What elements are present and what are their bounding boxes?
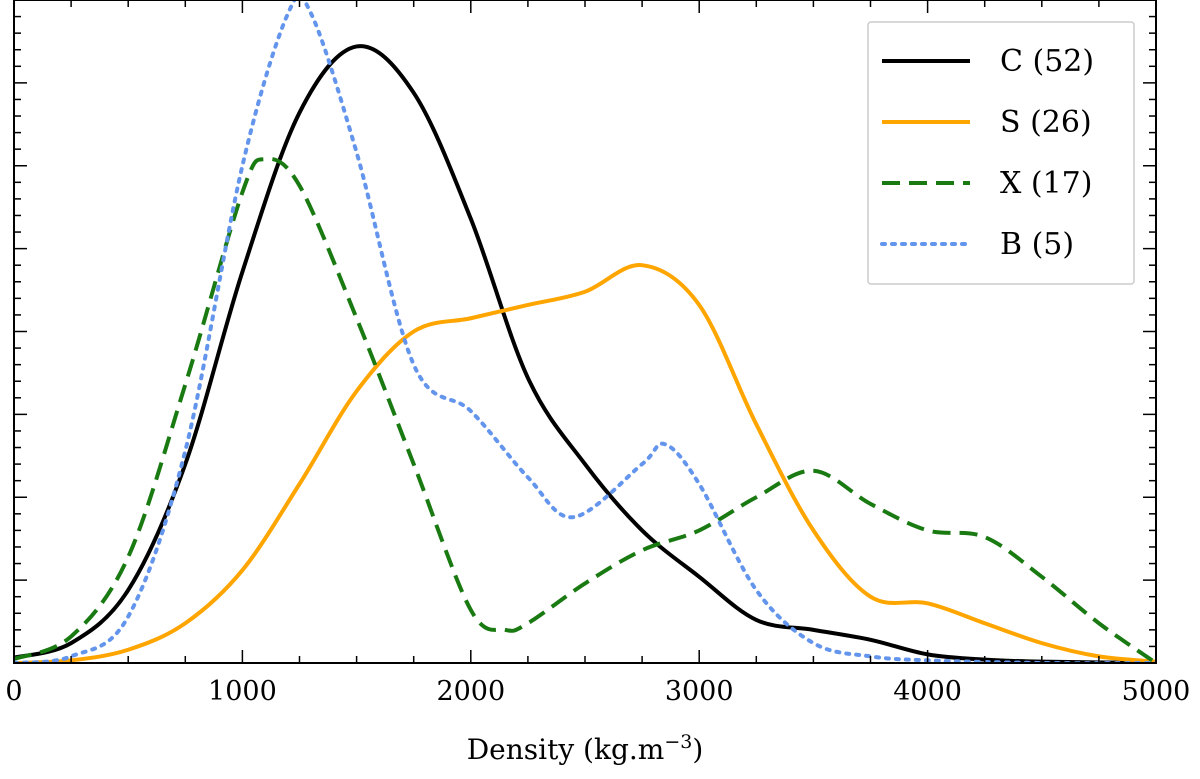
- series-line-x: [14, 156, 1156, 663]
- tick-labels-layer: 0 1000 2000 3000 4000 5000: [5, 676, 1190, 707]
- legend-label: X (17): [1000, 166, 1092, 201]
- legend-entries: C (52) S (26) X (17) B (5): [880, 44, 1094, 262]
- series-line-s: [14, 263, 1156, 663]
- series-layer: [14, 0, 1156, 663]
- series-line-b: [14, 0, 1156, 663]
- x-tick-label: 4000: [893, 676, 962, 707]
- legend-entry-c: C (52): [882, 44, 1094, 79]
- x-axis-label: Density (kg.m−3): [467, 731, 704, 766]
- legend-entry-s: S (26): [882, 105, 1092, 140]
- legend-box: [867, 21, 1135, 285]
- legend-label: B (5): [1000, 227, 1074, 262]
- x-tick-label: 3000: [665, 676, 734, 707]
- legend-label: C (52): [1000, 44, 1094, 79]
- ticks-layer: [13, 0, 1157, 664]
- series-line-c: [14, 44, 1156, 663]
- x-tick-label: 1000: [208, 676, 277, 707]
- x-tick-label: 2000: [436, 676, 505, 707]
- legend-entry-b: B (5): [880, 227, 1074, 262]
- legend-entry-x: X (17): [882, 166, 1092, 201]
- x-tick-label: 0: [5, 676, 22, 707]
- x-tick-label: 5000: [1122, 676, 1191, 707]
- legend: C (52) S (26) X (17) B (5): [867, 21, 1135, 285]
- x-axis-label-main: Density (kg.m: [467, 733, 665, 766]
- x-axis-label-end: ): [692, 733, 703, 766]
- x-axis-label-superscript: −3: [664, 731, 692, 753]
- legend-label: S (26): [1000, 105, 1092, 140]
